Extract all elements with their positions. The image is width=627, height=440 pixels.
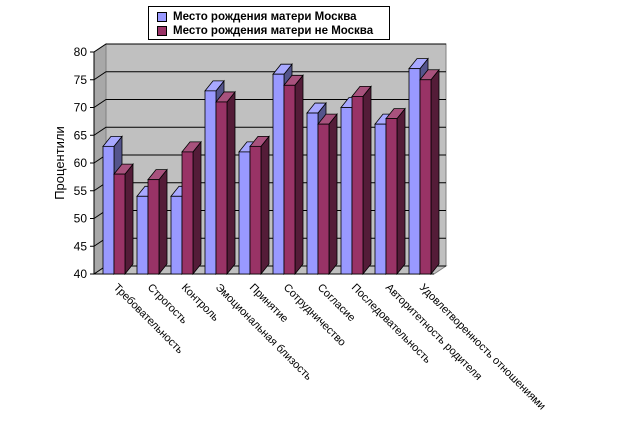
bar-2-8 [351, 85, 372, 276]
bar-front [317, 123, 330, 275]
x-tick-label: Сотрудничество [281, 282, 348, 349]
bar-front [272, 73, 285, 275]
bar-side [362, 85, 372, 276]
legend-swatch-series-2 [157, 26, 167, 36]
y-tick-label: 40 [74, 267, 88, 281]
bar-front [340, 107, 353, 275]
bar-front [181, 151, 194, 275]
bar-2-7 [317, 113, 338, 276]
y-tick-label: 50 [74, 212, 88, 226]
bar-front [419, 79, 432, 275]
bar-front [170, 195, 183, 275]
y-tick-label: 65 [74, 128, 88, 142]
y-tick-label: 80 [74, 45, 88, 59]
y-axis-label: Процентили [52, 126, 67, 200]
bar-side [328, 113, 338, 276]
bar-front [147, 179, 160, 275]
bar-2-1 [113, 162, 134, 276]
bar-side [260, 135, 270, 276]
legend-swatch-series-1 [157, 12, 167, 22]
bar-2-6 [283, 74, 304, 276]
gridline [93, 43, 446, 53]
x-tick-label: Удовлетворенность отношениями [417, 282, 548, 413]
bar-front [351, 96, 364, 275]
bar-front [215, 101, 228, 275]
bar-2-9 [385, 107, 406, 276]
bar-side [294, 74, 304, 276]
bar-2-5 [249, 135, 270, 276]
bar-front [374, 123, 387, 275]
legend-item-series-1: Место рождения матери Москва [157, 10, 357, 24]
bar-front [136, 195, 149, 275]
y-tick-label: 45 [74, 239, 88, 253]
legend-label-series-2: Место рождения матери не Москва [173, 25, 374, 37]
y-tick-label: 55 [74, 184, 88, 198]
bar-side [226, 90, 236, 276]
bar-side [158, 168, 168, 276]
bar-side [192, 140, 202, 276]
bar-front [102, 145, 115, 275]
bar-2-4 [215, 90, 236, 276]
legend-item-series-2: Место рождения матери не Москва [157, 24, 373, 38]
chart-legend: Место рождения матери Москва Место рожде… [148, 6, 390, 40]
legend-label-series-1: Место рождения матери Москва [173, 11, 357, 23]
bar-2-3 [181, 140, 202, 276]
y-tick-label: 70 [74, 101, 88, 115]
bar-front [113, 173, 126, 275]
bar-front [238, 151, 251, 275]
bar-front [385, 118, 398, 275]
bar-front [306, 112, 319, 275]
y-tick-label: 60 [74, 156, 88, 170]
bar-side [430, 68, 440, 276]
bar-2-2 [147, 168, 168, 276]
gridline [93, 99, 446, 108]
bar-side [124, 162, 134, 276]
bar-front [249, 145, 262, 275]
bar-front [283, 84, 296, 275]
gridline [93, 71, 446, 81]
y-tick-label: 75 [74, 73, 88, 87]
bar-front [408, 68, 421, 275]
bar-2-10 [419, 68, 440, 276]
bar-front [204, 90, 217, 275]
bar-side [396, 107, 406, 276]
